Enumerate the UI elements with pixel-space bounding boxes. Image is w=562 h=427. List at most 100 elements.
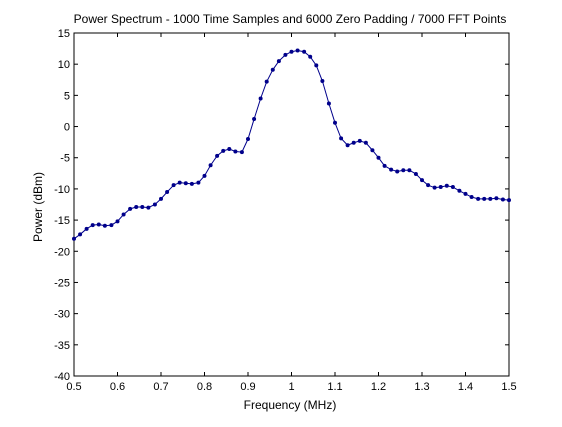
data-point-marker [420,178,424,183]
data-point-marker [444,183,449,188]
data-point-marker [252,117,257,122]
data-point-marker [432,185,437,190]
x-tick-label: 0.9 [240,381,255,393]
x-tick-label: 1.5 [501,381,516,393]
plot-area-frame [73,32,510,377]
data-point-marker [482,196,487,201]
data-point-marker [134,204,139,209]
data-point-marker [246,137,250,142]
data-point-marker [84,226,89,231]
x-tick-label: 1 [288,381,294,393]
data-point-marker [196,180,201,185]
y-tick-label: 5 [64,90,70,102]
data-point-marker [183,181,188,186]
y-tick-label: -15 [54,215,70,227]
y-tick-label: 15 [58,28,70,40]
data-point-marker [395,169,400,174]
x-tick-label: 0.6 [110,381,125,393]
data-point-marker [189,181,194,186]
x-tick-label: 1.1 [327,381,342,393]
data-point-marker [264,79,269,84]
data-point-marker [72,236,76,241]
data-point-marker [370,148,375,153]
x-tick-label: 1.4 [458,381,473,393]
data-point-marker [463,191,468,196]
data-point-marker [426,183,431,188]
data-point-marker [401,168,406,173]
data-point-marker [494,196,499,201]
y-tick-label: -10 [54,184,70,196]
data-point-marker [146,205,151,210]
data-point-marker [302,49,307,54]
data-point-marker [152,202,157,207]
y-tick-label: 10 [58,59,70,71]
y-tick-label: -40 [54,371,70,383]
data-point-marker [314,63,319,68]
data-point-marker [382,163,387,168]
x-tick-label: 0.5 [66,381,81,393]
data-point-marker [500,197,505,202]
data-point-marker [407,168,412,173]
x-tick-label: 1.2 [371,381,386,393]
data-point-marker [363,140,368,145]
data-point-marker [202,173,207,178]
data-point-marker [159,196,163,201]
data-point-marker [121,212,126,217]
data-point-marker [90,223,95,228]
data-point-marker [351,140,356,145]
data-point-marker [276,59,281,64]
x-axis-label: Frequency (MHz) [244,398,337,412]
data-point-marker [476,196,481,201]
chart-title: Power Spectrum - 1000 Time Samples and 6… [74,12,507,26]
data-point-marker [165,190,170,195]
data-point-marker [376,155,381,160]
x-tick-label: 0.8 [197,381,212,393]
data-point-marker [357,138,362,143]
data-point-marker [115,219,120,224]
data-point-marker [389,167,394,172]
axis-ticks: 0.5 0.6 0.7 0.8 0.9 1 1.1 1.2 1.3 1.4 1.5 15 10 5 0 -5 -… [54,28,517,393]
data-point-marker [258,96,263,101]
y-tick-label: -30 [54,309,70,321]
y-tick-label: 0 [64,122,70,134]
data-point-marker [457,188,462,193]
data-point-marker [339,136,344,141]
data-point-marker [140,204,145,209]
y-tick-label: -35 [54,340,70,352]
data-point-marker [507,198,511,203]
data-point-marker [450,185,455,190]
data-point-marker [320,79,325,84]
data-point-marker [345,143,350,148]
data-point-marker [326,101,331,106]
data-point-marker [208,163,213,168]
data-point-marker [227,146,232,151]
y-tick-label: -5 [60,153,70,165]
data-point-marker [233,149,238,154]
data-point-marker [270,67,275,72]
y-tick-label: -20 [54,246,70,258]
data-point-marker [177,180,182,185]
data-point-marker [438,185,443,190]
x-tick-label: 1.3 [414,381,429,393]
data-point-marker [171,183,176,188]
data-point-marker [469,195,474,200]
data-point-marker [283,52,288,57]
data-series [72,48,511,241]
data-point-marker [333,120,337,125]
y-tick-label: -25 [54,277,70,289]
y-axis-label: Power (dBm) [31,172,45,242]
data-point-marker [221,148,226,153]
data-point-marker [96,222,101,227]
data-point-marker [239,150,244,155]
data-point-marker [128,206,133,211]
x-tick-label: 0.7 [153,381,168,393]
data-point-marker [289,49,294,54]
data-point-marker [413,171,418,176]
data-point-marker [109,223,114,228]
data-point-marker [215,153,220,158]
data-point-marker [488,196,493,201]
data-point-marker [308,54,313,59]
data-point-marker [102,223,107,228]
